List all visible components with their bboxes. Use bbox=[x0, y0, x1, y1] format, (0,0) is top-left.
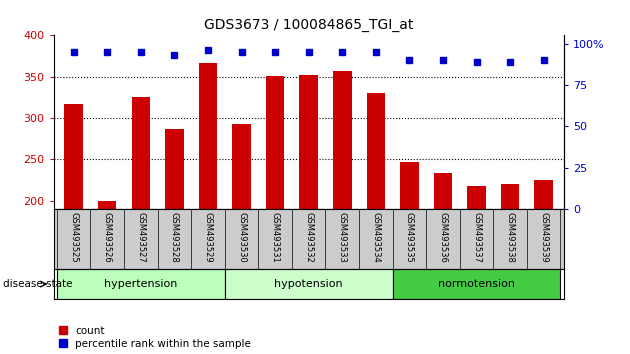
Text: GSM493537: GSM493537 bbox=[472, 212, 481, 263]
Text: hypertension: hypertension bbox=[104, 279, 178, 289]
Title: GDS3673 / 100084865_TGI_at: GDS3673 / 100084865_TGI_at bbox=[204, 18, 413, 32]
Text: GSM493527: GSM493527 bbox=[136, 212, 146, 263]
Text: GSM493535: GSM493535 bbox=[405, 212, 414, 263]
Text: hypotension: hypotension bbox=[275, 279, 343, 289]
Bar bbox=[501, 184, 519, 209]
Bar bbox=[333, 71, 352, 209]
Bar bbox=[198, 63, 217, 209]
Bar bbox=[98, 201, 117, 209]
Text: GSM493525: GSM493525 bbox=[69, 212, 78, 263]
Text: GSM493536: GSM493536 bbox=[438, 212, 447, 263]
Text: normotension: normotension bbox=[438, 279, 515, 289]
Text: GSM493532: GSM493532 bbox=[304, 212, 313, 263]
Bar bbox=[392, 269, 561, 299]
Bar bbox=[232, 124, 251, 209]
Bar bbox=[467, 186, 486, 209]
Bar bbox=[534, 180, 553, 209]
Bar bbox=[64, 104, 83, 209]
Text: GSM493533: GSM493533 bbox=[338, 212, 346, 263]
Bar bbox=[266, 76, 284, 209]
Text: GSM493539: GSM493539 bbox=[539, 212, 548, 263]
Bar bbox=[367, 93, 385, 209]
Text: GSM493530: GSM493530 bbox=[237, 212, 246, 263]
Text: GSM493529: GSM493529 bbox=[203, 212, 212, 263]
Bar bbox=[57, 269, 225, 299]
Text: GSM493534: GSM493534 bbox=[371, 212, 381, 263]
Bar bbox=[165, 129, 183, 209]
Text: GSM493526: GSM493526 bbox=[103, 212, 112, 263]
Bar bbox=[299, 75, 318, 209]
Legend: count, percentile rank within the sample: count, percentile rank within the sample bbox=[59, 326, 251, 349]
Bar bbox=[225, 269, 392, 299]
Text: GSM493528: GSM493528 bbox=[170, 212, 179, 263]
Text: GSM493538: GSM493538 bbox=[506, 212, 515, 263]
Bar bbox=[400, 162, 419, 209]
Bar bbox=[132, 97, 150, 209]
Text: GSM493531: GSM493531 bbox=[271, 212, 280, 263]
Bar bbox=[434, 172, 452, 209]
Text: disease state: disease state bbox=[3, 279, 72, 289]
